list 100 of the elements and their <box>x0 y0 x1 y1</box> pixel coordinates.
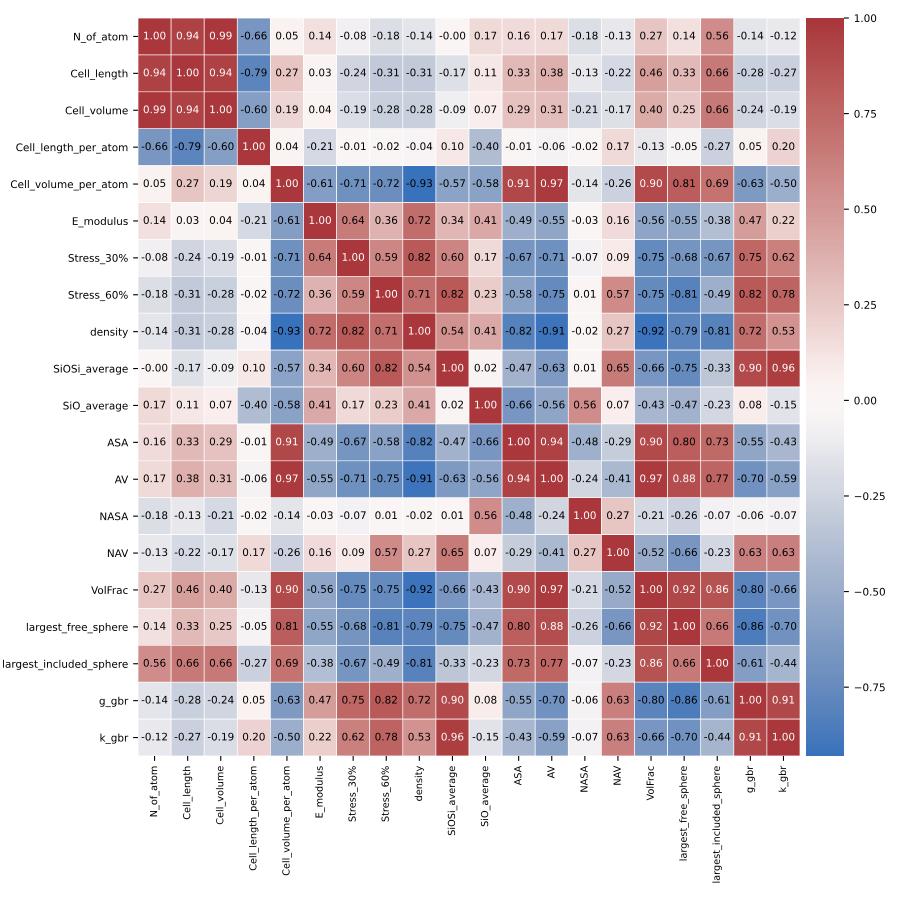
data-label: -0.44 <box>704 732 730 741</box>
data-label: 0.01 <box>574 364 596 372</box>
data-label: -0.80 <box>638 696 664 704</box>
data-label: -0.21 <box>638 511 664 520</box>
color-bar-label: 0.00 <box>854 396 876 404</box>
data-label: -0.63 <box>538 364 564 372</box>
data-label: -0.02 <box>572 326 598 335</box>
y-tick-label: SiO_average <box>63 401 128 412</box>
data-label: -0.80 <box>737 585 764 593</box>
data-label: 0.31 <box>540 105 562 114</box>
data-label: -0.66 <box>638 364 664 372</box>
data-label: 0.62 <box>342 732 364 741</box>
data-label: -0.04 <box>240 326 267 335</box>
data-label: -0.33 <box>439 658 466 667</box>
data-label: -0.15 <box>472 732 498 741</box>
data-label: -0.47 <box>472 622 498 630</box>
data-label: -0.72 <box>274 290 300 298</box>
data-label: -0.05 <box>671 142 697 150</box>
data-label: 0.66 <box>706 622 728 630</box>
data-label: 0.05 <box>242 696 265 704</box>
data-label: -0.75 <box>439 622 466 630</box>
data-label: -0.86 <box>671 696 697 704</box>
data-label: 0.78 <box>375 732 398 741</box>
data-label: -0.52 <box>638 548 664 556</box>
y-tick-label: NASA <box>100 512 128 520</box>
data-label: 0.71 <box>408 290 430 298</box>
data-label: -0.26 <box>274 548 300 556</box>
data-label: 0.59 <box>375 252 398 261</box>
data-label: -0.13 <box>142 548 168 556</box>
data-label: -0.82 <box>406 437 432 446</box>
data-label: 0.72 <box>739 326 761 335</box>
data-label: 0.01 <box>442 511 464 520</box>
data-label: 1.00 <box>475 400 496 408</box>
data-label: -0.21 <box>572 585 598 593</box>
data-label: -0.43 <box>770 437 796 446</box>
data-label: 0.17 <box>607 142 629 150</box>
data-label: 0.80 <box>508 622 530 630</box>
data-label: 0.82 <box>739 290 761 298</box>
data-label: -0.24 <box>572 474 598 482</box>
y-tick-label: SiOSi_average <box>54 364 128 375</box>
data-label: 0.62 <box>772 252 794 261</box>
data-label: -0.82 <box>506 326 532 335</box>
data-label: -0.17 <box>208 548 234 556</box>
data-label: 0.14 <box>144 622 166 630</box>
data-label: 0.64 <box>309 252 332 261</box>
data-label: 0.63 <box>739 548 762 556</box>
data-label: -0.31 <box>174 290 200 298</box>
data-label: 0.94 <box>210 68 232 76</box>
data-label: -0.07 <box>340 511 366 520</box>
data-label: 0.33 <box>176 622 198 630</box>
data-label: -0.91 <box>538 326 564 335</box>
data-label: 0.16 <box>607 216 629 224</box>
data-label: -0.91 <box>406 474 432 482</box>
data-label: -0.21 <box>240 216 266 224</box>
data-label: -0.27 <box>174 732 200 741</box>
data-label: -0.41 <box>538 548 564 556</box>
data-label: 0.27 <box>574 548 596 556</box>
data-label: -0.56 <box>538 400 565 408</box>
data-label: 0.40 <box>210 585 232 593</box>
data-label: 0.72 <box>309 326 331 335</box>
data-label: 0.65 <box>607 364 629 372</box>
data-label: -0.09 <box>439 105 466 114</box>
color-bar-label: 0.25 <box>854 301 876 309</box>
data-label: 0.90 <box>640 437 662 446</box>
data-label: 0.46 <box>640 68 662 76</box>
data-label: -0.03 <box>572 216 598 224</box>
data-label: 1.00 <box>607 548 629 556</box>
data-label: -0.71 <box>274 252 300 261</box>
data-label: -0.17 <box>439 68 466 76</box>
data-label: 0.09 <box>607 252 629 261</box>
data-label: -0.48 <box>572 437 598 446</box>
y-tick-label: g_gbr <box>100 696 128 708</box>
data-label: -0.75 <box>373 474 399 482</box>
data-label: -0.01 <box>240 252 266 261</box>
data-label: 0.56 <box>706 32 728 40</box>
data-label: -0.52 <box>604 585 630 593</box>
data-label: 0.05 <box>276 32 298 40</box>
y-tick-label: NAV <box>108 549 128 558</box>
data-label: -0.50 <box>770 179 796 188</box>
data-label: -0.04 <box>406 142 432 150</box>
data-label: -0.58 <box>274 400 300 408</box>
data-label: 1.00 <box>310 216 331 224</box>
data-label: -0.21 <box>208 511 234 520</box>
data-label: -0.26 <box>572 622 598 630</box>
data-label: -0.40 <box>240 400 267 408</box>
data-label: -0.01 <box>506 142 532 150</box>
data-label: 0.17 <box>540 32 562 40</box>
data-label: 0.41 <box>474 326 496 335</box>
data-label: -0.66 <box>604 622 631 630</box>
x-tick-label: AV <box>547 766 554 778</box>
data-label: -0.24 <box>737 105 764 114</box>
data-label: 0.56 <box>574 400 596 408</box>
data-label: -0.55 <box>737 437 763 446</box>
data-label: -0.59 <box>538 732 564 741</box>
data-label: -0.14 <box>142 326 168 335</box>
data-label: -0.81 <box>373 622 399 630</box>
data-label: -0.71 <box>340 179 366 188</box>
data-label: -0.14 <box>406 32 432 40</box>
data-label: 0.27 <box>640 32 662 40</box>
data-label: -0.59 <box>770 474 796 482</box>
